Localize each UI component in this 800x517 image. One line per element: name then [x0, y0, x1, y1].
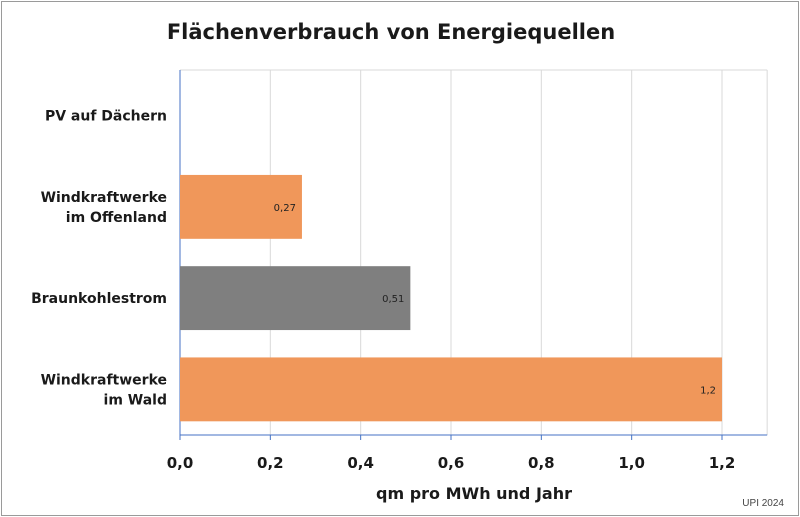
category-label: PV auf Dächern [45, 109, 167, 125]
x-tick-label: 0,6 [438, 454, 465, 472]
bar [180, 266, 411, 331]
category-label: Braunkohlestrom [31, 291, 167, 307]
bar [180, 174, 302, 239]
x-tick-label: 0,4 [347, 454, 374, 472]
category-label: im Offenland [66, 210, 167, 226]
bars [180, 174, 722, 422]
bar [180, 357, 722, 422]
category-label: Windkraftwerke [41, 372, 167, 388]
x-tick-label: 1,0 [618, 454, 645, 472]
x-tick-label: 1,2 [709, 454, 736, 472]
data-label: 1,2 [700, 385, 716, 396]
data-label: 0,27 [274, 203, 296, 214]
data-label: 0,51 [382, 294, 404, 305]
x-tick-label: 0,2 [257, 454, 284, 472]
x-axis-title: qm pro MWh und Jahr [376, 484, 572, 503]
x-tick-label: 0,0 [167, 454, 194, 472]
chart-title: Flächenverbrauch von Energiequellen [166, 20, 616, 44]
category-label: Windkraftwerke [41, 190, 167, 206]
category-label: im Wald [104, 392, 167, 408]
labels: 0,0 0,2 0,4 0,6 0,8 1,0 1,2 PV auf Dächern 0,27 W… [31, 109, 735, 472]
source-note: UPI 2024 [742, 498, 784, 509]
x-tick-label: 0,8 [528, 454, 555, 472]
